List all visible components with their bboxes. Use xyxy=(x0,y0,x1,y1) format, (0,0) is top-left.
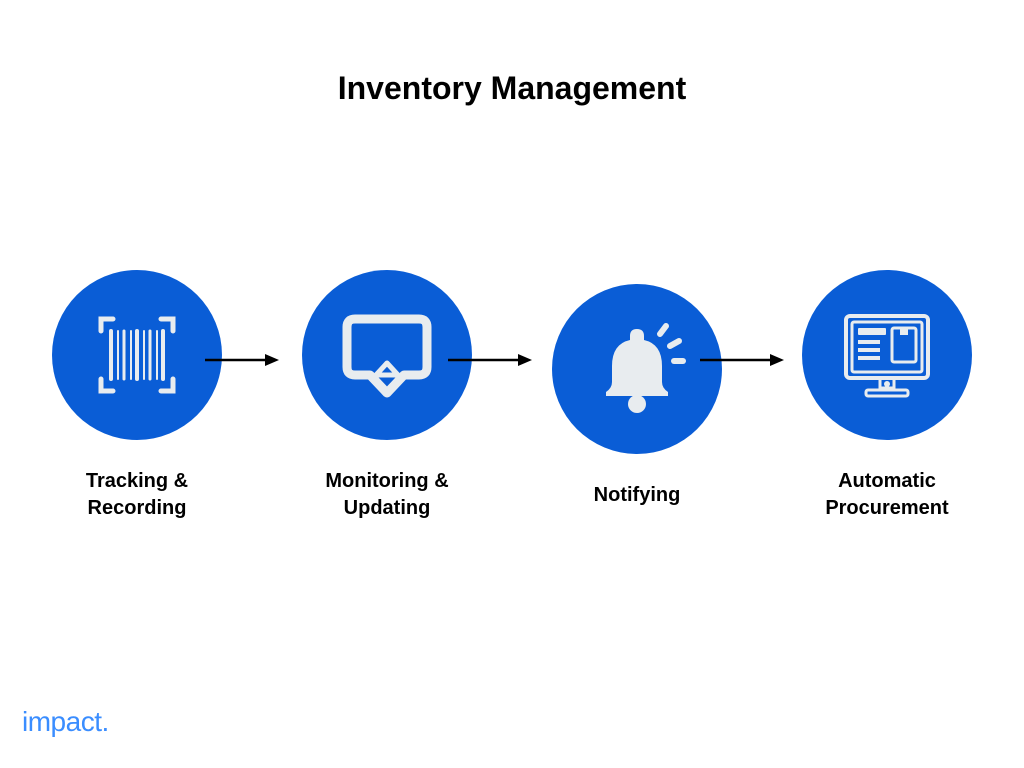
page-title: Inventory Management xyxy=(0,70,1024,107)
step-circle xyxy=(52,270,222,440)
bell-icon xyxy=(582,314,692,424)
step-tracking: Tracking & Recording xyxy=(52,270,222,522)
step-label: Notifying xyxy=(594,482,681,509)
arrow-1 xyxy=(205,350,285,370)
step-notifying: Notifying xyxy=(552,284,722,509)
step-procurement: Automatic Procurement xyxy=(802,270,972,522)
arrow-3 xyxy=(700,350,790,370)
step-label: Tracking & Recording xyxy=(52,468,222,522)
computer-icon xyxy=(832,300,942,410)
step-label: Monitoring & Updating xyxy=(302,468,472,522)
arrow-2 xyxy=(448,350,538,370)
flow-diagram: Tracking & Recording Monitoring & Updati… xyxy=(52,270,972,522)
step-circle xyxy=(302,270,472,440)
barcode-icon xyxy=(87,305,187,405)
step-circle xyxy=(552,284,722,454)
step-monitoring: Monitoring & Updating xyxy=(302,270,472,522)
step-label: Automatic Procurement xyxy=(802,468,972,522)
monitor-icon xyxy=(332,305,442,405)
step-circle xyxy=(802,270,972,440)
brand-logo: impact. xyxy=(22,706,109,738)
